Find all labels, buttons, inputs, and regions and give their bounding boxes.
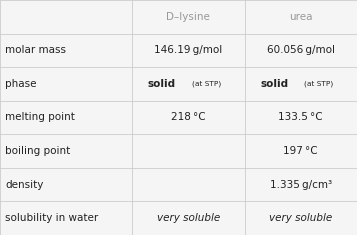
Text: phase: phase xyxy=(5,79,37,89)
Text: density: density xyxy=(5,180,44,190)
Text: urea: urea xyxy=(289,12,312,22)
Text: 133.5 °C: 133.5 °C xyxy=(278,113,323,122)
Text: (at STP): (at STP) xyxy=(304,81,333,87)
Text: boiling point: boiling point xyxy=(5,146,71,156)
Text: solid: solid xyxy=(260,79,288,89)
Text: melting point: melting point xyxy=(5,113,75,122)
Text: solid: solid xyxy=(148,79,176,89)
Text: molar mass: molar mass xyxy=(5,45,66,55)
Text: D–lysine: D–lysine xyxy=(166,12,210,22)
Text: 60.056 g/mol: 60.056 g/mol xyxy=(267,45,335,55)
Text: 218 °C: 218 °C xyxy=(171,113,206,122)
Text: 146.19 g/mol: 146.19 g/mol xyxy=(154,45,222,55)
Text: very soluble: very soluble xyxy=(157,213,220,223)
Text: 1.335 g/cm³: 1.335 g/cm³ xyxy=(270,180,332,190)
Text: very soluble: very soluble xyxy=(269,213,332,223)
Text: 197 °C: 197 °C xyxy=(283,146,318,156)
Text: (at STP): (at STP) xyxy=(192,81,221,87)
Text: solubility in water: solubility in water xyxy=(5,213,99,223)
